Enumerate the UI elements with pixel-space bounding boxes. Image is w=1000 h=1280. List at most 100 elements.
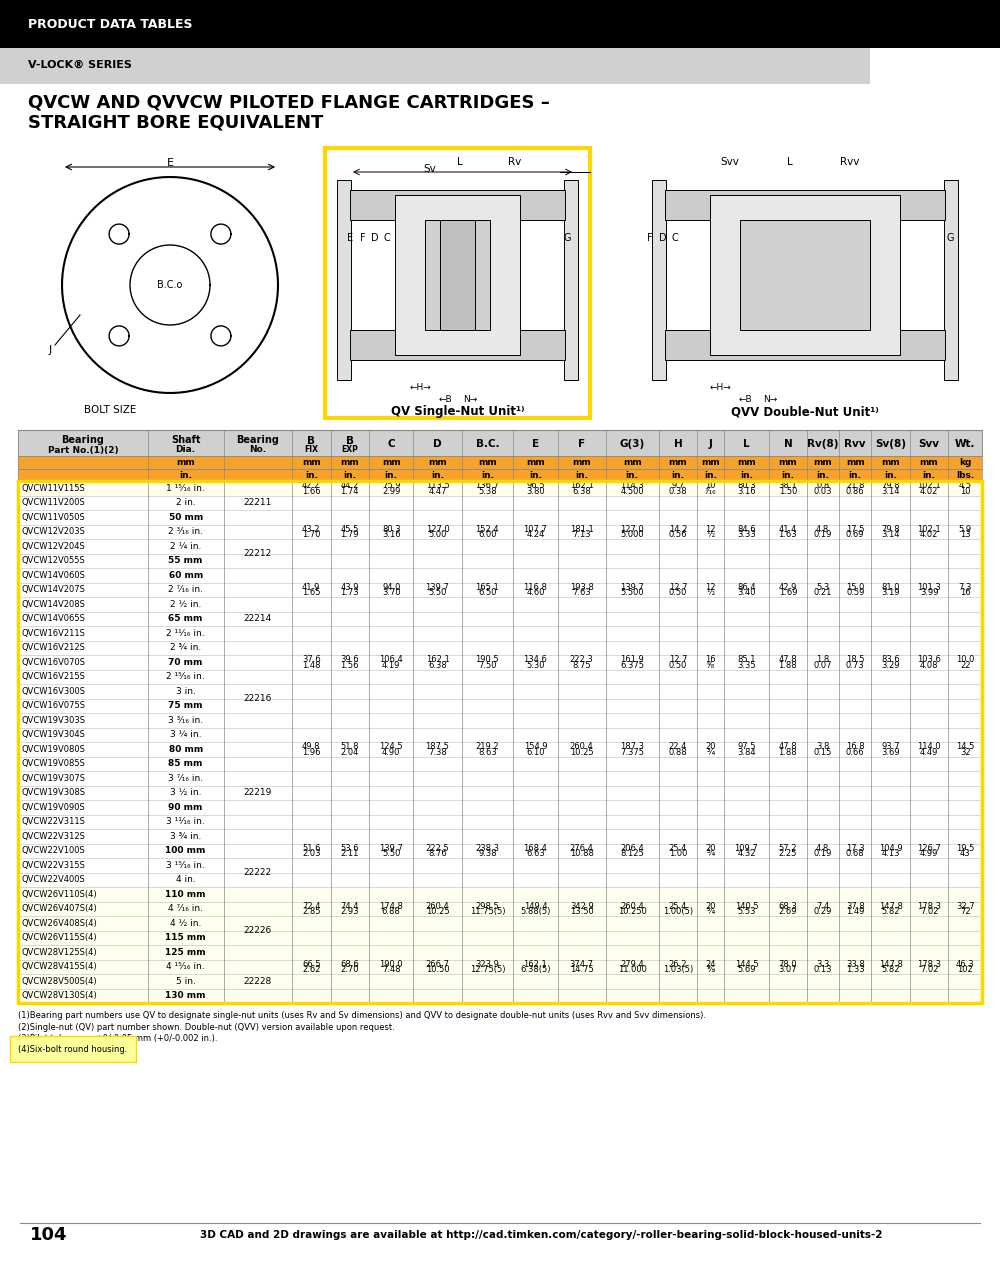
Text: L: L <box>787 157 793 166</box>
Text: QVCW AND QVVCW PILOTED FLANGE CARTRIDGES –: QVCW AND QVVCW PILOTED FLANGE CARTRIDGES… <box>28 93 550 111</box>
Text: 162.1: 162.1 <box>570 481 594 490</box>
Text: Shaft: Shaft <box>171 435 200 445</box>
Text: (1)Bearing part numbers use QV to designate single-nut units (uses Rv and Sv dim: (1)Bearing part numbers use QV to design… <box>18 1011 706 1020</box>
Text: 3.29: 3.29 <box>881 660 900 669</box>
Text: in.: in. <box>923 471 936 480</box>
Text: 260.4: 260.4 <box>620 901 644 910</box>
Bar <box>18 626 982 640</box>
Text: 2 ¹⁵⁄₁₆ in.: 2 ¹⁵⁄₁₆ in. <box>166 672 205 681</box>
Text: G(3): G(3) <box>620 439 645 449</box>
Text: 3 ⁷⁄₁₆ in.: 3 ⁷⁄₁₆ in. <box>168 773 203 783</box>
Text: QV Single-Nut Unit¹⁾: QV Single-Nut Unit¹⁾ <box>391 406 524 419</box>
Bar <box>18 509 982 525</box>
Text: 22.4: 22.4 <box>669 742 687 751</box>
Text: 3.19: 3.19 <box>881 589 900 598</box>
Text: 96.5: 96.5 <box>526 481 545 490</box>
Text: J: J <box>48 346 52 355</box>
Text: 79.8: 79.8 <box>881 481 900 490</box>
Text: 374.7: 374.7 <box>570 960 594 969</box>
Text: 2.70: 2.70 <box>341 965 359 974</box>
Text: 1.63: 1.63 <box>779 530 797 539</box>
Bar <box>18 669 982 684</box>
Text: B.C.o: B.C.o <box>157 280 183 291</box>
Text: 2 in.: 2 in. <box>176 498 196 507</box>
Bar <box>944 180 958 380</box>
Text: 5.00: 5.00 <box>428 530 447 539</box>
Text: ←B: ←B <box>438 396 452 404</box>
Text: 32: 32 <box>960 748 970 756</box>
Text: E: E <box>166 157 174 168</box>
Text: 81.0: 81.0 <box>881 582 900 591</box>
Bar <box>18 456 982 468</box>
Text: J: J <box>708 439 712 449</box>
Text: 4.02: 4.02 <box>920 486 938 495</box>
Text: 10.25: 10.25 <box>426 908 449 916</box>
Text: 5.38: 5.38 <box>478 486 497 495</box>
Text: 6.38: 6.38 <box>572 486 591 495</box>
Text: QVCW28V125S(4): QVCW28V125S(4) <box>21 947 97 956</box>
Text: mm: mm <box>176 458 195 467</box>
Text: 47.8: 47.8 <box>779 742 797 751</box>
Text: 5.500: 5.500 <box>620 589 644 598</box>
Text: 24: 24 <box>705 960 716 969</box>
Text: mm: mm <box>478 458 497 467</box>
Text: 102: 102 <box>957 965 973 974</box>
Text: 46.3: 46.3 <box>956 960 974 969</box>
Text: 113.5: 113.5 <box>426 481 449 490</box>
Text: 5 in.: 5 in. <box>176 977 196 986</box>
Text: 3.14: 3.14 <box>881 486 900 495</box>
Text: 3 ¾ in.: 3 ¾ in. <box>170 832 201 841</box>
Text: 10.25: 10.25 <box>570 748 594 756</box>
Text: 80.3: 80.3 <box>382 525 401 534</box>
Text: 14.75: 14.75 <box>570 965 594 974</box>
Text: 4.99: 4.99 <box>920 850 938 859</box>
Text: 65 mm: 65 mm <box>168 614 203 623</box>
Bar <box>337 180 351 380</box>
Text: 7.38: 7.38 <box>428 748 447 756</box>
Text: Rvv: Rvv <box>844 439 866 449</box>
Text: 190.0: 190.0 <box>379 960 403 969</box>
Text: in.: in. <box>385 471 398 480</box>
Text: 147.8: 147.8 <box>879 901 903 910</box>
Text: 17.3: 17.3 <box>846 844 865 852</box>
Text: 1.74: 1.74 <box>341 486 359 495</box>
Text: in.: in. <box>884 471 897 480</box>
Text: 78.0: 78.0 <box>779 960 797 969</box>
Text: 4.5: 4.5 <box>959 481 972 490</box>
Text: ⁵⁄₈: ⁵⁄₈ <box>706 660 714 669</box>
Text: E: E <box>347 233 353 243</box>
Text: ¾: ¾ <box>706 908 714 916</box>
Text: 3.3: 3.3 <box>816 960 829 969</box>
Text: in.: in. <box>431 471 444 480</box>
Text: 2.69: 2.69 <box>779 908 797 916</box>
Text: 4.8: 4.8 <box>816 525 829 534</box>
Bar <box>350 189 565 220</box>
Text: QVCW16V070S: QVCW16V070S <box>21 658 85 667</box>
Text: in.: in. <box>704 471 717 480</box>
Text: 187.5: 187.5 <box>426 742 449 751</box>
Text: 0.8: 0.8 <box>816 481 829 490</box>
Text: 165.1: 165.1 <box>476 582 499 591</box>
Bar <box>18 829 982 844</box>
Text: Dia.: Dia. <box>176 445 196 454</box>
Text: Rv: Rv <box>508 157 522 166</box>
Text: 0.73: 0.73 <box>846 660 865 669</box>
Text: 104: 104 <box>30 1226 68 1244</box>
Text: 323.9: 323.9 <box>475 960 499 969</box>
Text: 5.50: 5.50 <box>428 589 447 598</box>
Bar <box>18 858 982 873</box>
Text: BOLT SIZE: BOLT SIZE <box>84 404 136 415</box>
Text: (3)Pilot tolerance: +0/-0.05 mm (+0/-0.002 in.).: (3)Pilot tolerance: +0/-0.05 mm (+0/-0.0… <box>18 1033 218 1042</box>
Text: 8.125: 8.125 <box>620 850 644 859</box>
Text: 103.6: 103.6 <box>917 655 941 664</box>
Text: 222.5: 222.5 <box>426 844 449 852</box>
Text: 7.3: 7.3 <box>958 582 972 591</box>
Text: 26.2: 26.2 <box>669 960 687 969</box>
Text: 7.13: 7.13 <box>572 530 591 539</box>
Text: 1.70: 1.70 <box>302 530 321 539</box>
Bar <box>18 655 982 669</box>
Bar <box>325 148 590 419</box>
Text: 139.7: 139.7 <box>620 582 644 591</box>
Text: 2.85: 2.85 <box>302 908 321 916</box>
Text: 126.7: 126.7 <box>917 844 941 852</box>
